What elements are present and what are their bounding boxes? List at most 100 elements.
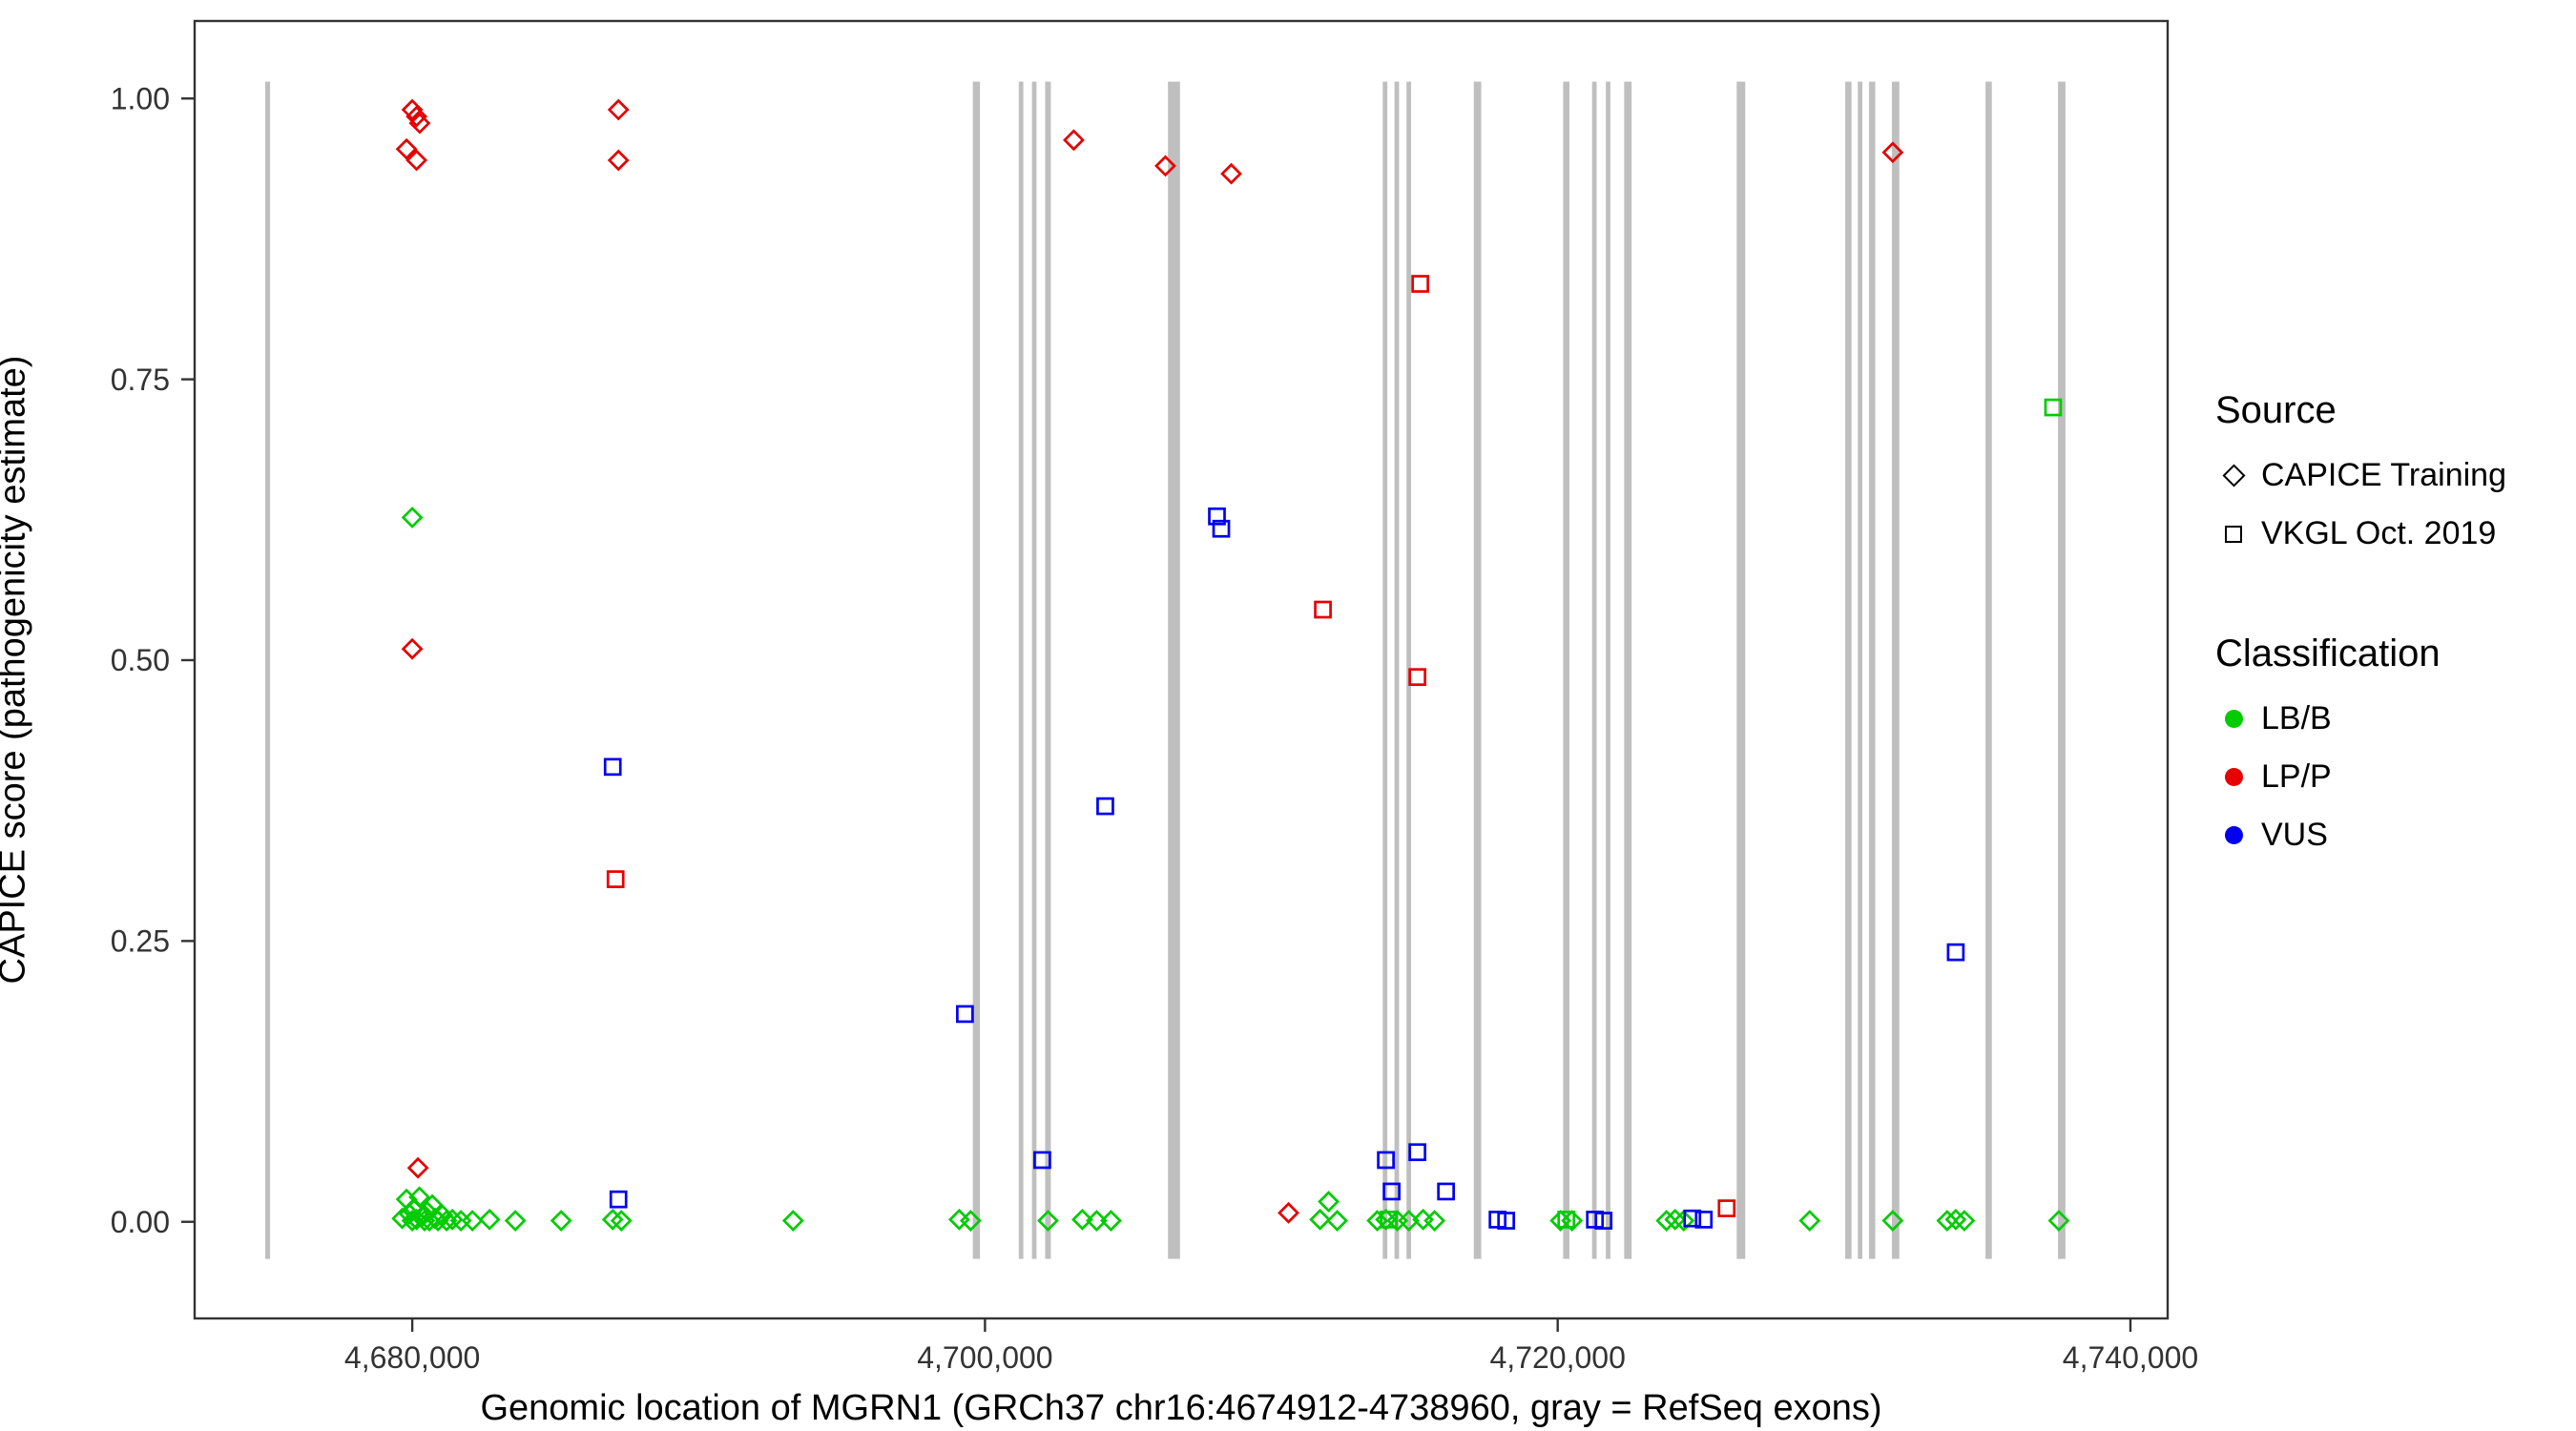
red-dot-icon (2215, 759, 2252, 796)
panel-border (193, 19, 2170, 1320)
legend: Source CAPICE Training VKGL Oct. 2019 Cl… (2215, 389, 2506, 875)
legend-label-lbb: LB/B (2261, 700, 2332, 736)
data-point-diamond (610, 1210, 633, 1232)
x-tick-label: 4,700,000 (917, 1340, 1052, 1375)
data-point-square (603, 757, 622, 777)
data-point-diamond (1154, 155, 1176, 177)
data-point-square (956, 1005, 974, 1024)
data-point-square (1408, 668, 1426, 687)
y-axis-title: CAPICE score (pathogenicity estimate) (0, 355, 33, 985)
axes: 4,680,000 4,700,000 4,720,000 4,740,000 0.00… (111, 81, 2198, 1375)
x-tick-label: 4,680,000 (344, 1340, 480, 1375)
data-point-diamond (1881, 1210, 1904, 1232)
y-tick-label: 0.00 (111, 1205, 170, 1239)
legend-gap (2215, 573, 2506, 633)
data-point-diamond (395, 137, 418, 160)
legend-label-lpp: LP/P (2261, 758, 2332, 795)
data-point-diamond (1561, 1210, 1584, 1232)
exon-bar (1736, 81, 1746, 1259)
data-point-diamond (607, 149, 630, 172)
exon-bar (1858, 81, 1863, 1259)
data-point-square (1683, 1209, 1702, 1228)
x-axis-title: Genomic location of MGRN1 (GRCh37 chr16:… (480, 1388, 1882, 1428)
data-point-diamond (1936, 1210, 1959, 1232)
data-point-diamond (1326, 1210, 1348, 1232)
data-point-diamond (408, 1186, 431, 1209)
data-point-diamond (1672, 1210, 1695, 1232)
legend-label-vkgl: VKGL Oct. 2019 (2261, 515, 2497, 551)
data-point-diamond (408, 112, 431, 135)
data-point-square (1314, 600, 1332, 619)
exon-bar (1868, 81, 1876, 1259)
data-point-diamond (1318, 1191, 1340, 1213)
data-point-diamond (1071, 1208, 1093, 1231)
exon-bar (1891, 81, 1900, 1259)
data-point-diamond (405, 149, 428, 172)
y-tick-label: 0.75 (111, 363, 170, 397)
exon-bar (1606, 81, 1610, 1259)
data-point-diamond (1881, 141, 1904, 164)
data-point-square (1497, 1212, 1516, 1230)
series-vus-vkgl (603, 507, 1965, 1230)
data-point-square (1717, 1199, 1736, 1217)
data-point-diamond (478, 1208, 501, 1231)
data-point-diamond (1655, 1210, 1678, 1232)
data-point-diamond (1366, 1210, 1389, 1232)
y-tick-label: 0.25 (111, 924, 170, 959)
exon-bar (1382, 81, 1388, 1259)
data-point-diamond (1798, 1210, 1821, 1232)
data-point-square (1411, 275, 1429, 293)
series-lbb-vkgl (1380, 398, 2063, 1229)
exon-bar (1473, 81, 1482, 1259)
exon-bar (972, 81, 981, 1259)
data-point-diamond (1664, 1208, 1687, 1231)
exon-bar (1031, 81, 1037, 1259)
exon-bar (1018, 81, 1024, 1259)
legend-item-lbb: LB/B (2215, 700, 2506, 737)
data-point-diamond (1063, 129, 1085, 152)
legend-label-capice-training: CAPICE Training (2261, 457, 2506, 493)
data-point-diamond (406, 1156, 429, 1179)
series-lpp-training (395, 98, 1904, 1224)
data-point-square (1377, 1151, 1395, 1170)
legend-item-capice-training: CAPICE Training (2215, 457, 2506, 494)
legend-item-vus: VUS (2215, 817, 2506, 854)
exon-bar (1624, 81, 1632, 1259)
green-dot-icon (2215, 701, 2252, 737)
exon-bar (1168, 81, 1180, 1259)
data-point-square (1694, 1211, 1714, 1229)
exon-bar (264, 81, 271, 1259)
exon-bar (1394, 81, 1400, 1259)
data-point-diamond (607, 98, 630, 121)
data-point-diamond (601, 1208, 624, 1231)
data-point-diamond (435, 1210, 458, 1232)
data-point-diamond (1100, 1210, 1122, 1232)
exon-bar (1591, 81, 1597, 1259)
exon-bar (1045, 81, 1051, 1259)
data-point-diamond (405, 105, 428, 128)
x-tick-label: 4,740,000 (2063, 1340, 2198, 1375)
data-point-square (1212, 519, 1231, 538)
data-point-diamond (1037, 1210, 1059, 1232)
data-point-diamond (401, 637, 424, 660)
data-point-square (1096, 797, 1114, 816)
data-point-square (1382, 1182, 1401, 1201)
legend-classification-title: Classification (2215, 633, 2441, 674)
data-point-diamond (1220, 162, 1242, 185)
data-point-diamond (504, 1210, 527, 1232)
data-point-square (1437, 1182, 1455, 1201)
diamond-marker-icon (2215, 458, 2252, 494)
data-point-diamond (1086, 1210, 1108, 1232)
data-point-square (1380, 1211, 1398, 1229)
data-point-square (1408, 1143, 1426, 1162)
series-lpp-vkgl (606, 275, 1736, 1217)
data-point-diamond (2047, 1210, 2070, 1232)
data-point-diamond (781, 1210, 804, 1232)
exon-bar (1985, 81, 1992, 1259)
data-point-diamond (1944, 1208, 1967, 1231)
data-point-diamond (461, 1210, 484, 1232)
data-point-diamond (1953, 1210, 1976, 1232)
data-point-diamond (550, 1210, 572, 1232)
data-point-square (1033, 1151, 1051, 1170)
data-point-square (2044, 398, 2063, 417)
